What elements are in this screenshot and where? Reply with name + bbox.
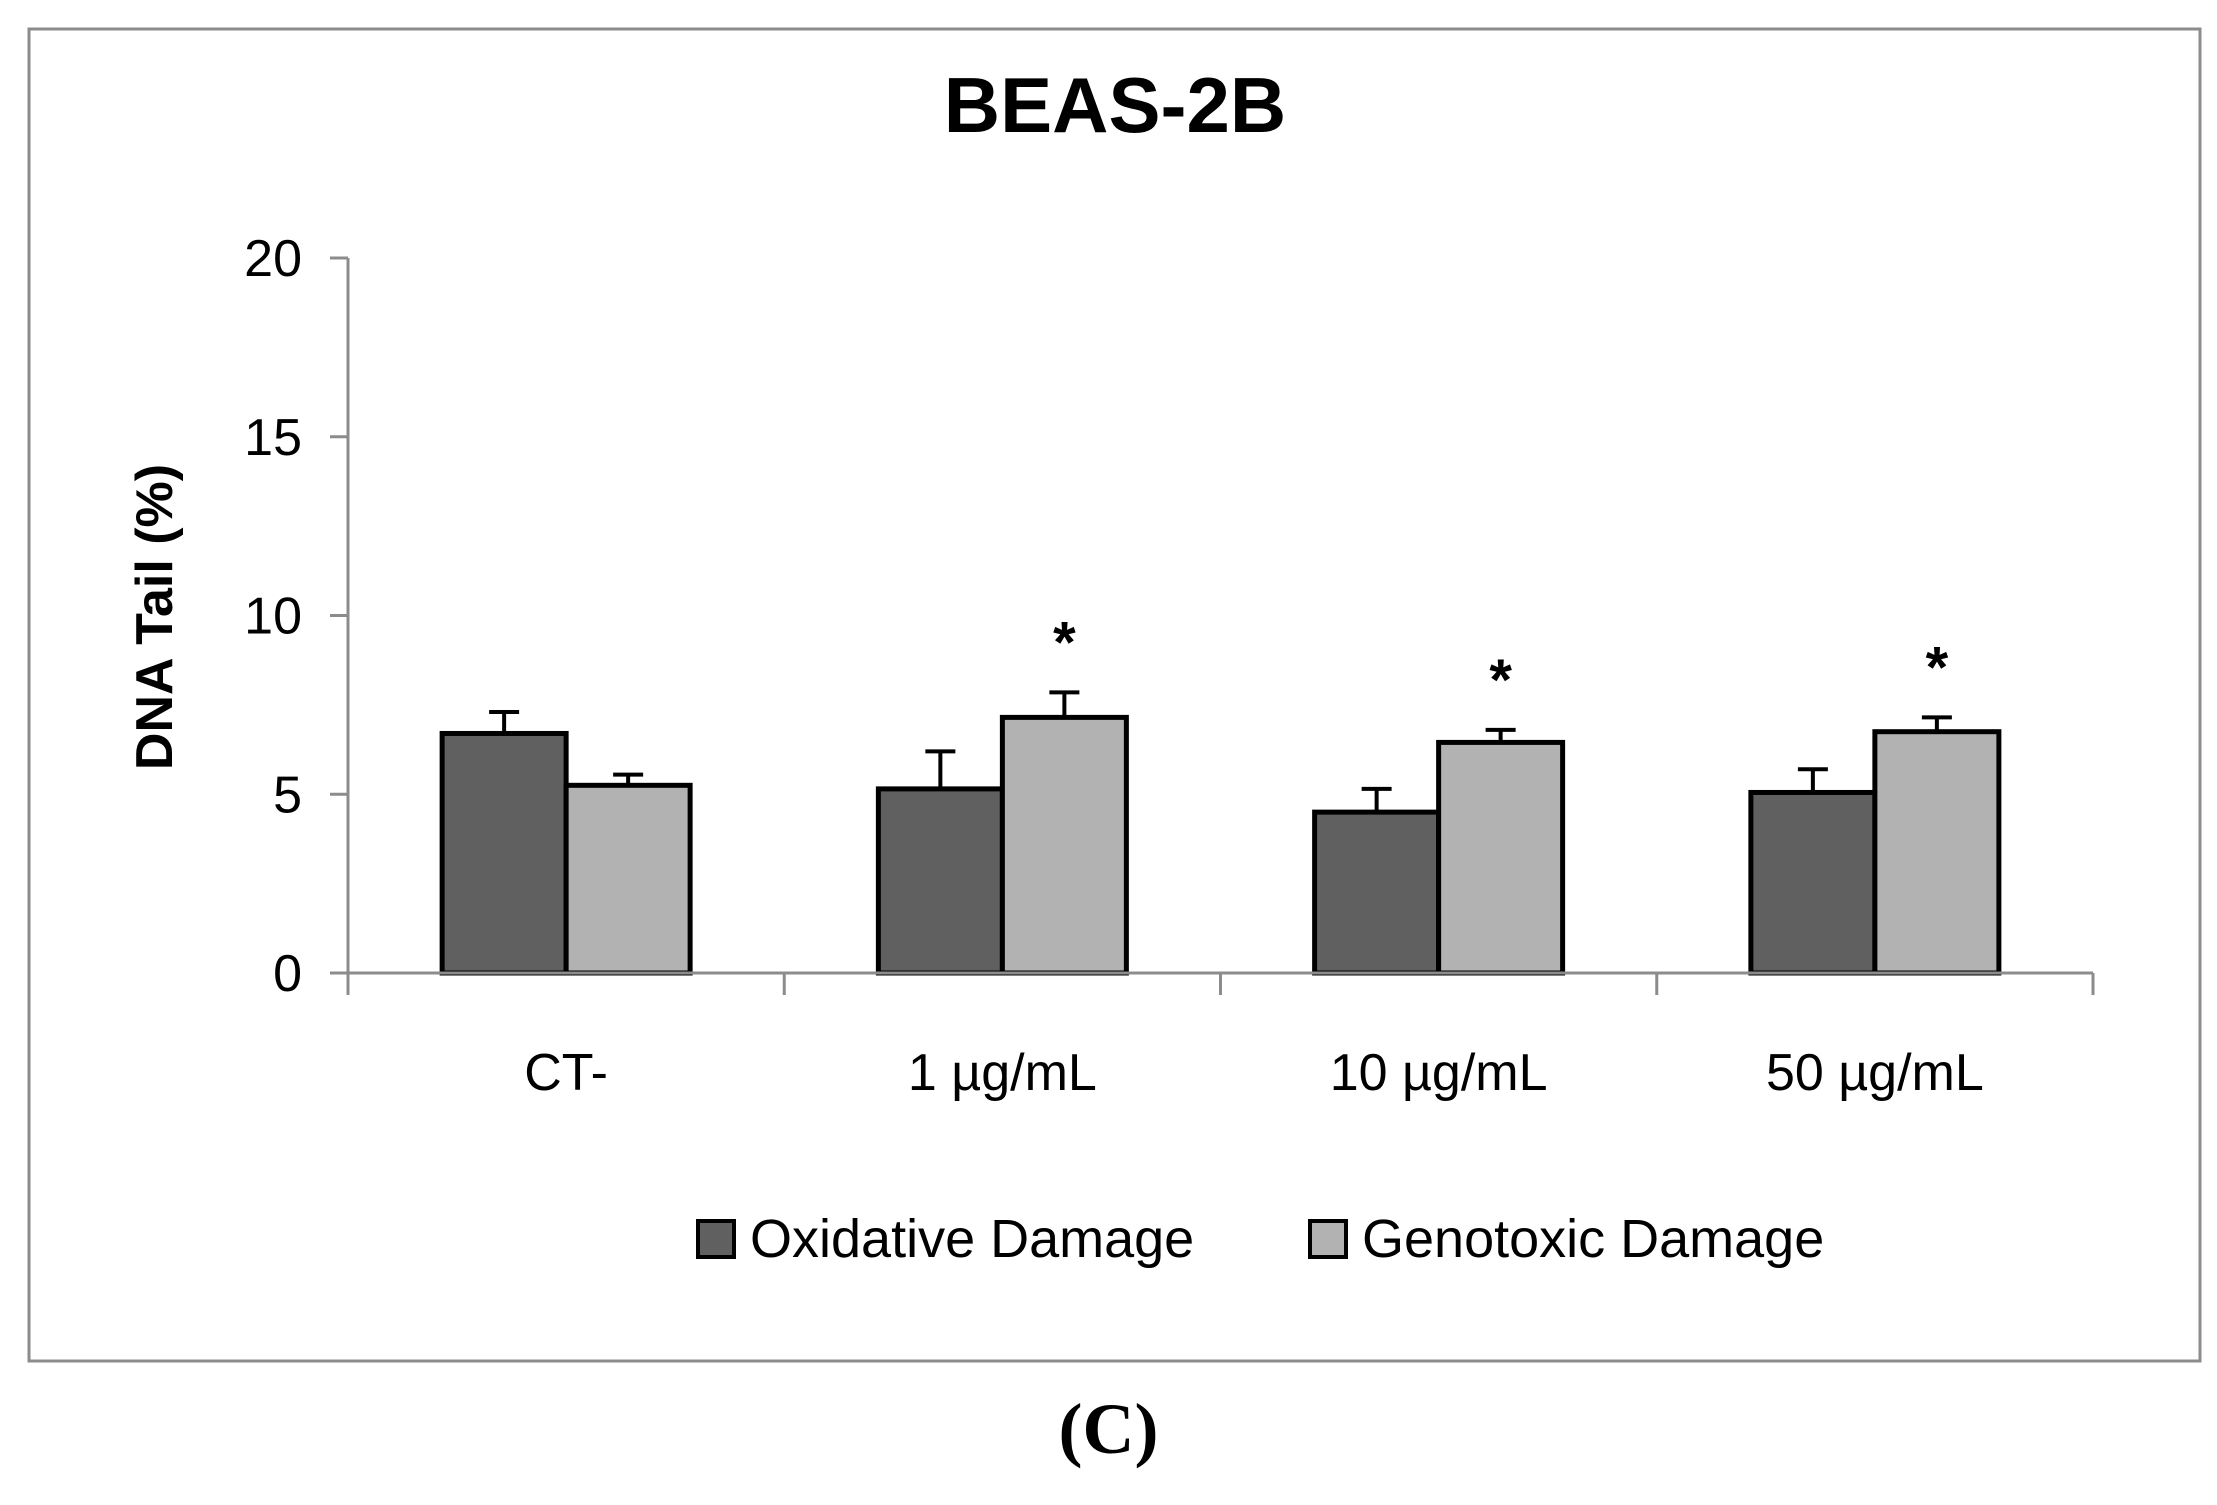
x-tick-label: 10 µg/mL [1330,1044,1548,1102]
y-tick-label: 15 [244,409,302,467]
legend-label: Oxidative Damage [750,1209,1194,1269]
legend-label: Genotoxic Damage [1362,1209,1824,1269]
bar [875,786,1005,976]
bar [1436,739,1566,976]
y-tick-label: 5 [273,766,302,824]
significance-marker: * [1053,610,1076,675]
legend-swatch [696,1219,736,1259]
figure-caption: (C) [1058,1389,1159,1469]
legend: Oxidative Damage Genotoxic Damage [696,1209,1824,1269]
bar [1872,729,2002,976]
bar [563,782,693,976]
significance-marker: * [1926,635,1949,700]
bar [1312,809,1442,976]
x-tick-label: 1 µg/mL [908,1044,1097,1102]
plot-area: 0 5 10 15 20 CT- * 1 µg/mL * 10 µg/mL * 50 µg/mL [244,230,2095,1102]
bar [1748,789,1878,976]
bar [999,714,1129,976]
y-tick-label: 10 [244,588,302,646]
y-tick-label: 0 [273,945,302,1003]
chart-frame [27,27,2202,1363]
bar [439,730,569,976]
chart-title: BEAS-2B [944,61,1286,149]
x-tick-label: CT- [524,1044,608,1102]
legend-swatch [1308,1219,1348,1259]
y-tick-label: 20 [244,230,302,288]
x-tick-label: 50 µg/mL [1766,1044,1984,1102]
significance-marker: * [1489,648,1512,713]
y-axis-label: DNA Tail (%) [126,464,184,770]
